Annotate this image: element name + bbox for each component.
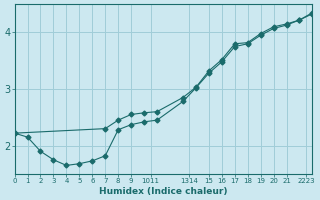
X-axis label: Humidex (Indice chaleur): Humidex (Indice chaleur) xyxy=(99,187,228,196)
